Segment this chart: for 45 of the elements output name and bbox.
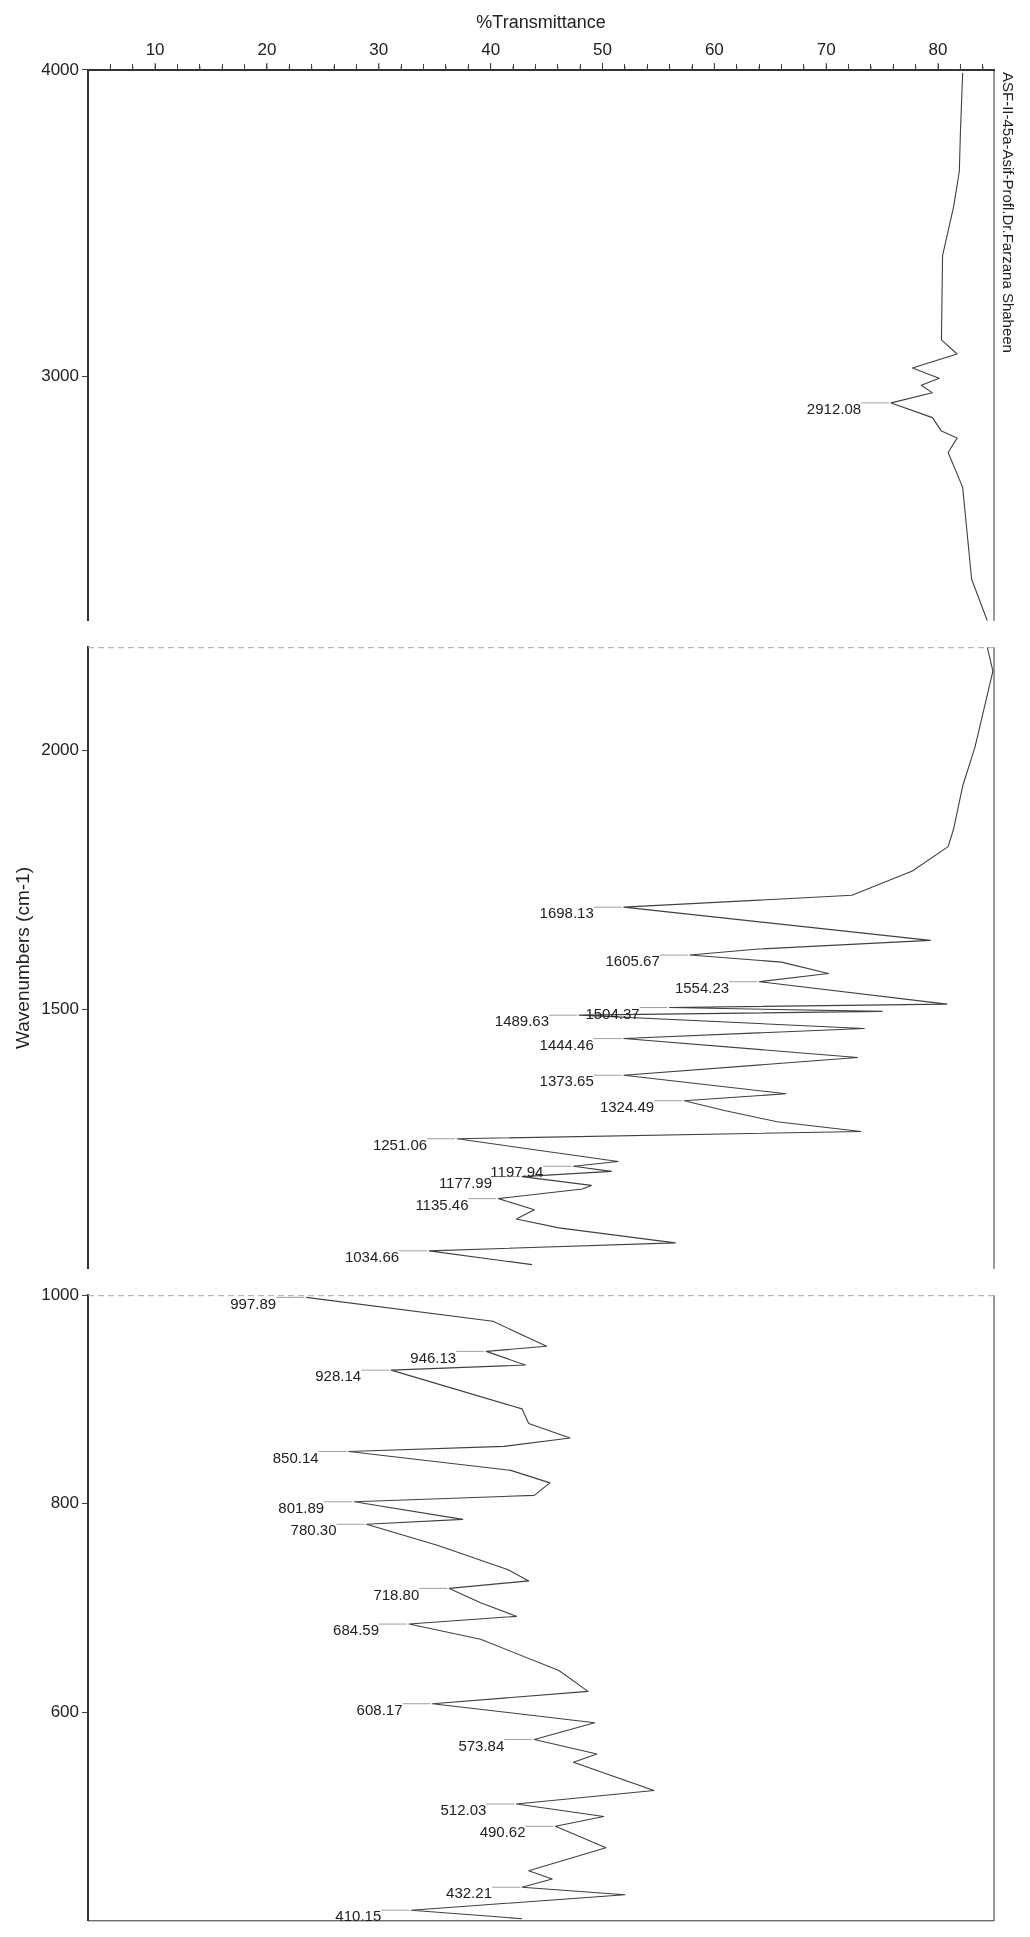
y-axis-title: Wavenumbers (cm-1) — [11, 867, 33, 1049]
annotation: 801.89 — [278, 1498, 325, 1516]
y-tick-label: 2000 — [41, 740, 79, 760]
y-tick-label: 600 — [50, 1701, 79, 1721]
annotation: 1373.65 — [539, 1072, 594, 1090]
annotation: 946.13 — [410, 1348, 457, 1366]
annotation: 997.89 — [230, 1294, 277, 1312]
annotation: 512.03 — [440, 1801, 487, 1819]
annotation: 780.30 — [290, 1521, 337, 1539]
x-tick-label: 10 — [145, 40, 165, 60]
y-tick-label: 4000 — [41, 59, 79, 79]
annotation: 1251.06 — [372, 1135, 428, 1153]
annotation: 1444.46 — [539, 1035, 594, 1053]
annotation: 490.62 — [479, 1823, 526, 1841]
x-tick-label: 30 — [369, 40, 389, 60]
annotation: 850.14 — [272, 1448, 319, 1466]
annotation: 1489.63 — [494, 1012, 550, 1030]
annotation: 1554.23 — [674, 978, 730, 996]
annotation: 1197.94 — [490, 1163, 544, 1181]
y-tick-label: 1500 — [41, 999, 79, 1019]
x-tick-label: 40 — [481, 40, 501, 60]
annotation: 718.80 — [373, 1585, 420, 1603]
annotation: 1698.13 — [539, 904, 594, 922]
x-tick-label: 20 — [257, 40, 277, 60]
y-tick-label: 3000 — [41, 365, 79, 385]
annotation: 928.14 — [315, 1367, 362, 1385]
x-tick-label: 50 — [593, 40, 612, 60]
annotation: 684.59 — [333, 1621, 380, 1639]
annotation: 410.15 — [335, 1907, 382, 1925]
annotation: 1324.49 — [599, 1097, 655, 1115]
annotation: 1605.67 — [605, 952, 660, 970]
annotation: 1034.66 — [344, 1247, 400, 1265]
annotation: 573.84 — [458, 1736, 505, 1754]
x-tick-label: 60 — [704, 40, 724, 60]
x-axis-title: %Transmittance — [476, 11, 606, 32]
x-tick-label: 70 — [816, 40, 836, 60]
annotation: 2912.08 — [806, 400, 862, 418]
text: ASF-II-45a-Asif-Profl.Dr.Farzana Shaheen — [1000, 72, 1018, 353]
x-tick-label: 80 — [928, 40, 948, 60]
y-tick-label: 800 — [50, 1493, 79, 1513]
annotation: 1135.46 — [415, 1195, 469, 1213]
y-tick-label: 1000 — [41, 1284, 79, 1304]
annotation: 432.21 — [446, 1884, 492, 1902]
annotation: 608.17 — [356, 1700, 403, 1718]
annotation: 1177.99 — [438, 1173, 492, 1191]
